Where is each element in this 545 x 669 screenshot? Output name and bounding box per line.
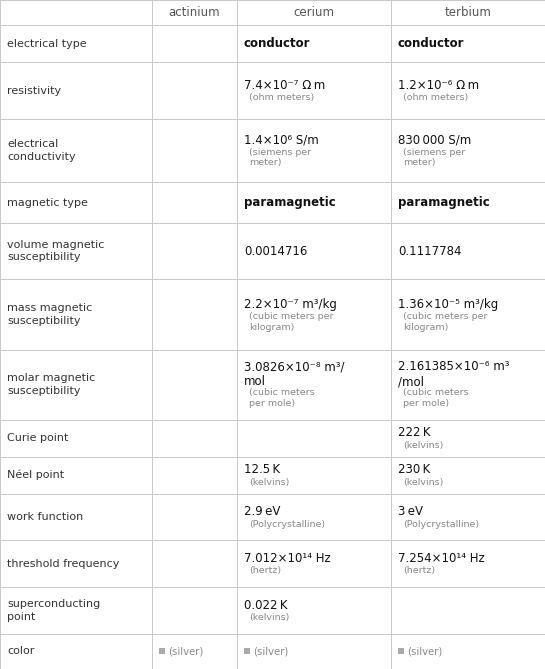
Text: (kelvins): (kelvins) <box>249 478 289 487</box>
Text: mass magnetic
susceptibility: mass magnetic susceptibility <box>7 303 92 326</box>
Text: 0.1117784: 0.1117784 <box>398 245 462 258</box>
Text: paramagnetic: paramagnetic <box>244 196 336 209</box>
Text: color: color <box>7 646 34 656</box>
Text: (silver): (silver) <box>168 646 203 656</box>
Text: 830 000 S/m: 830 000 S/m <box>398 134 471 147</box>
Text: (cubic meters per
kilogram): (cubic meters per kilogram) <box>403 312 487 332</box>
Text: actinium: actinium <box>169 6 220 19</box>
Text: (Polycrystalline): (Polycrystalline) <box>403 520 479 529</box>
Text: (cubic meters per
kilogram): (cubic meters per kilogram) <box>249 312 334 332</box>
Text: Néel point: Néel point <box>7 470 64 480</box>
Text: threshold frequency: threshold frequency <box>7 559 119 569</box>
Text: work function: work function <box>7 512 83 522</box>
Text: 0.022 K: 0.022 K <box>244 599 288 611</box>
Text: 7.254×10¹⁴ Hz: 7.254×10¹⁴ Hz <box>398 552 485 565</box>
Text: 3 eV: 3 eV <box>398 505 423 518</box>
Text: (siemens per
meter): (siemens per meter) <box>403 148 465 167</box>
Text: (kelvins): (kelvins) <box>403 441 444 450</box>
Text: 1.2×10⁻⁶ Ω m: 1.2×10⁻⁶ Ω m <box>398 78 479 92</box>
Text: 230 K: 230 K <box>398 463 430 476</box>
Text: molar magnetic
susceptibility: molar magnetic susceptibility <box>7 373 95 396</box>
Text: resistivity: resistivity <box>7 86 61 96</box>
Text: 3.0826×10⁻⁸ m³/
mol: 3.0826×10⁻⁸ m³/ mol <box>244 361 344 389</box>
Text: (Polycrystalline): (Polycrystalline) <box>249 520 325 529</box>
Text: 2.161385×10⁻⁶ m³
/mol: 2.161385×10⁻⁶ m³ /mol <box>398 361 510 389</box>
Text: (silver): (silver) <box>253 646 288 656</box>
Bar <box>244 648 250 654</box>
Text: magnetic type: magnetic type <box>7 197 88 207</box>
Bar <box>398 648 404 654</box>
Text: Curie point: Curie point <box>7 434 68 443</box>
Text: 2.2×10⁻⁷ m³/kg: 2.2×10⁻⁷ m³/kg <box>244 298 337 311</box>
Text: (kelvins): (kelvins) <box>403 478 444 487</box>
Text: (hertz): (hertz) <box>249 567 281 575</box>
Text: 0.0014716: 0.0014716 <box>244 245 307 258</box>
Text: conductor: conductor <box>244 37 311 50</box>
Text: conductor: conductor <box>398 37 464 50</box>
Text: 1.36×10⁻⁵ m³/kg: 1.36×10⁻⁵ m³/kg <box>398 298 498 311</box>
Text: (cubic meters
per mole): (cubic meters per mole) <box>249 388 314 408</box>
Text: electrical type: electrical type <box>7 39 87 49</box>
Text: (silver): (silver) <box>407 646 443 656</box>
Text: (cubic meters
per mole): (cubic meters per mole) <box>403 388 469 408</box>
Text: 1.4×10⁶ S/m: 1.4×10⁶ S/m <box>244 134 319 147</box>
Text: 2.9 eV: 2.9 eV <box>244 505 280 518</box>
Bar <box>159 648 165 654</box>
Text: electrical
conductivity: electrical conductivity <box>7 139 76 162</box>
Text: (siemens per
meter): (siemens per meter) <box>249 148 311 167</box>
Text: 7.4×10⁻⁷ Ω m: 7.4×10⁻⁷ Ω m <box>244 78 325 92</box>
Text: 222 K: 222 K <box>398 426 431 440</box>
Text: 7.012×10¹⁴ Hz: 7.012×10¹⁴ Hz <box>244 552 331 565</box>
Text: (ohm meters): (ohm meters) <box>249 93 314 102</box>
Text: (kelvins): (kelvins) <box>249 613 289 622</box>
Text: 12.5 K: 12.5 K <box>244 463 280 476</box>
Text: terbium: terbium <box>445 6 492 19</box>
Text: (ohm meters): (ohm meters) <box>403 93 468 102</box>
Text: cerium: cerium <box>294 6 335 19</box>
Text: (hertz): (hertz) <box>403 567 435 575</box>
Text: superconducting
point: superconducting point <box>7 599 100 622</box>
Text: volume magnetic
susceptibility: volume magnetic susceptibility <box>7 240 105 262</box>
Text: paramagnetic: paramagnetic <box>398 196 490 209</box>
